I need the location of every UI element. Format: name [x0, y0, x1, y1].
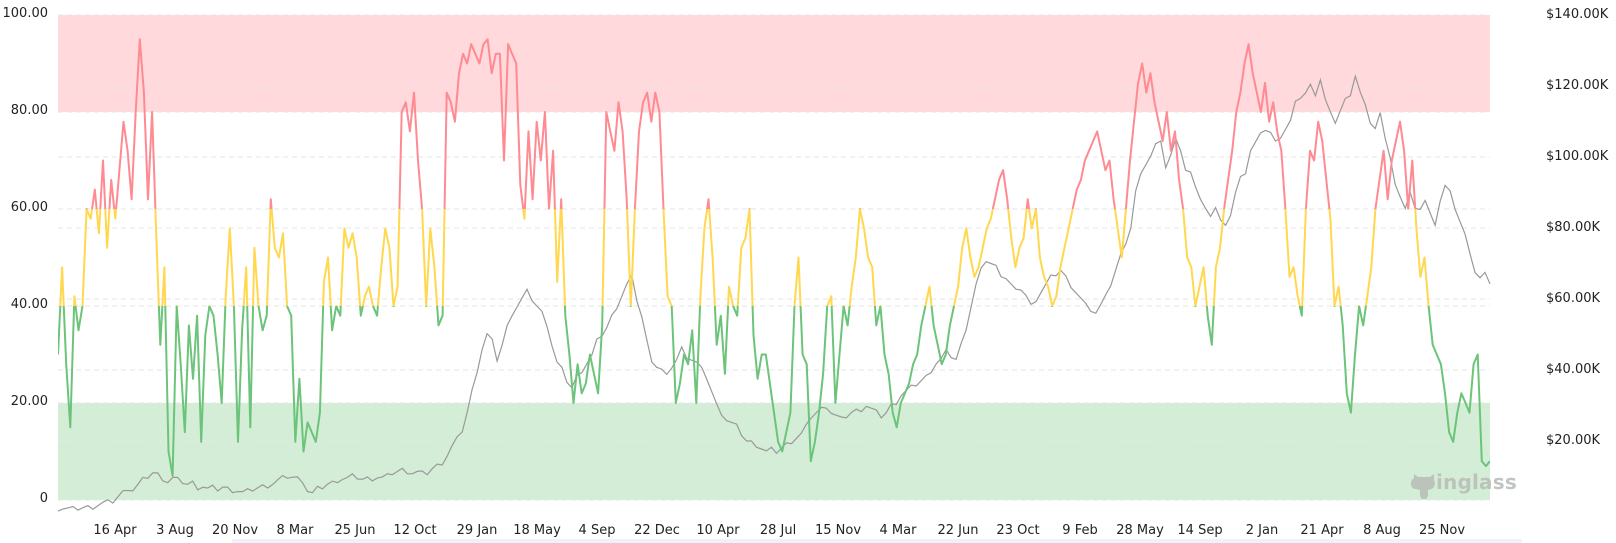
x-axis-tick: 8 Mar	[276, 523, 314, 538]
x-axis-tick: 9 Feb	[1062, 523, 1098, 538]
left-axis-tick: 40.00	[10, 297, 48, 312]
index-line-segment	[58, 306, 1490, 477]
left-axis-tick: 60.00	[10, 200, 48, 215]
right-axis-tick: $100.00K	[1546, 149, 1609, 164]
x-axis-tick: 29 Jan	[456, 523, 498, 538]
x-axis-tick: 10 Apr	[696, 523, 740, 538]
x-axis-tick: 4 Mar	[879, 523, 917, 538]
x-axis-tick: 16 Apr	[93, 523, 137, 538]
right-axis-tick: $20.00K	[1546, 433, 1601, 448]
right-axis-tick: $60.00K	[1546, 291, 1601, 306]
index-line-segment	[85, 38, 1417, 209]
right-axis-tick: $120.00K	[1546, 78, 1609, 93]
x-axis-tick: 28 Jul	[759, 523, 797, 538]
x-axis-tick: 4 Sep	[578, 523, 616, 538]
x-axis-tick: 20 Nov	[211, 523, 259, 538]
right-axis-tick: $80.00K	[1546, 220, 1601, 235]
coinglass-logo-icon	[1414, 474, 1434, 499]
scrollbar-track[interactable]	[232, 539, 1522, 543]
left-axis-tick: 100.00	[2, 6, 49, 21]
x-axis-tick: 22 Jun	[937, 523, 979, 538]
x-axis-tick: 25 Jun	[334, 523, 376, 538]
watermark: coinglass	[1410, 470, 1517, 499]
left-axis-tick: 20.00	[10, 394, 48, 409]
x-axis-tick: 21 Apr	[1300, 523, 1344, 538]
x-axis-tick: 2 Jan	[1245, 523, 1279, 538]
x-axis-tick: 22 Dec	[634, 523, 680, 538]
x-axis-tick: 8 Aug	[1363, 523, 1401, 538]
left-axis-tick: 80.00	[10, 103, 48, 118]
band-overheated	[58, 15, 1490, 112]
right-axis-tick: $140.00K	[1546, 7, 1609, 22]
x-axis-tick: 3 Aug	[156, 523, 194, 538]
x-axis-tick: 28 May	[1116, 523, 1164, 538]
x-axis-tick: 25 Nov	[1418, 523, 1466, 538]
right-axis-tick: $40.00K	[1546, 362, 1601, 377]
x-axis-tick: 15 Nov	[814, 523, 862, 538]
x-axis-tick: 18 May	[513, 523, 561, 538]
x-axis-tick: 14 Sep	[1177, 523, 1223, 538]
price-line	[57, 74, 1491, 512]
x-axis-tick: 23 Oct	[996, 523, 1040, 538]
left-axis-tick: 0	[39, 491, 48, 506]
x-axis-tick: 12 Oct	[393, 523, 437, 538]
